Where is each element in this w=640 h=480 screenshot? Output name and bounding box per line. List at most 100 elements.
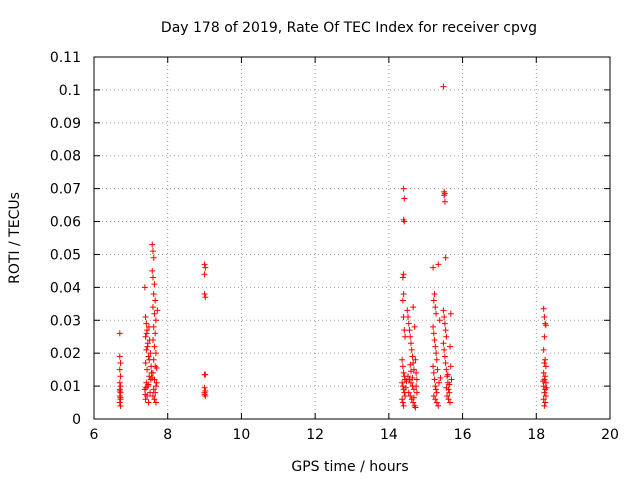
data-point [150, 254, 157, 261]
x-tick-label: 14 [380, 427, 398, 443]
data-point [431, 376, 438, 383]
data-point [153, 364, 160, 371]
data-point [202, 294, 209, 301]
data-point [405, 373, 412, 380]
data-point [202, 264, 209, 271]
data-point [150, 386, 157, 393]
data-point [201, 290, 208, 297]
data-point [412, 404, 419, 411]
x-tick-label: 8 [163, 427, 172, 443]
data-point [153, 379, 160, 386]
data-point [430, 297, 437, 304]
data-point [440, 83, 447, 90]
data-point [542, 392, 549, 399]
data-point [116, 366, 123, 373]
y-tick-label: 0.02 [50, 346, 81, 362]
data-point [202, 371, 209, 378]
data-point [202, 392, 209, 399]
x-axis-label: GPS time / hours [291, 459, 408, 475]
data-point [433, 399, 440, 406]
data-point [142, 333, 149, 340]
data-point [404, 307, 411, 314]
data-point [152, 389, 159, 396]
data-point [116, 388, 123, 395]
data-point [430, 264, 437, 271]
data-point [144, 343, 151, 350]
y-tick-label: 0.06 [50, 215, 81, 231]
axis-ticks [93, 56, 611, 420]
data-point [407, 340, 414, 347]
data-point [401, 195, 408, 202]
data-point [431, 337, 438, 344]
data-point [542, 399, 549, 406]
data-point [145, 381, 152, 388]
data-point [117, 402, 124, 409]
data-point [406, 327, 413, 334]
data-point [405, 313, 412, 320]
data-point [150, 290, 157, 297]
x-tick-label: 6 [90, 427, 99, 443]
data-point [400, 369, 407, 376]
data-point [433, 389, 440, 396]
data-point [201, 271, 208, 278]
y-tick-label: 0.09 [50, 116, 81, 132]
data-point [407, 368, 414, 375]
data-point [407, 392, 414, 399]
data-point [540, 369, 547, 376]
data-point [402, 384, 409, 391]
data-point [117, 383, 124, 390]
data-point [141, 284, 148, 291]
data-point [541, 360, 548, 367]
data-point [431, 290, 438, 297]
data-point [440, 340, 447, 347]
data-point [149, 267, 156, 274]
data-point [402, 392, 409, 399]
data-point [152, 383, 159, 390]
data-point [430, 363, 437, 370]
data-point [151, 396, 158, 403]
data-point [443, 366, 450, 373]
data-point [399, 274, 406, 281]
data-point [154, 307, 161, 314]
data-point [152, 399, 159, 406]
data-point [447, 343, 454, 350]
data-point [543, 384, 550, 391]
data-point [116, 330, 123, 337]
data-point [152, 317, 159, 324]
data-point [541, 389, 548, 396]
data-point [142, 391, 149, 398]
data-point [542, 322, 549, 329]
data-point [149, 392, 156, 399]
x-tick-label: 12 [306, 427, 324, 443]
data-point [442, 327, 449, 334]
x-tick-label: 16 [454, 427, 472, 443]
data-point [446, 389, 453, 396]
data-point [445, 396, 452, 403]
data-point [145, 399, 152, 406]
data-point [150, 323, 157, 330]
data-point [432, 383, 439, 390]
data-point [400, 216, 407, 223]
x-tick-label: 20 [601, 427, 619, 443]
data-point [399, 363, 406, 370]
data-point [408, 346, 415, 353]
data-point [435, 261, 442, 268]
data-point [117, 394, 124, 401]
data-point [150, 356, 157, 363]
data-point [434, 366, 441, 373]
data-point [151, 281, 158, 288]
data-point [410, 304, 417, 311]
y-tick-label: 0.05 [50, 247, 81, 263]
data-point [447, 399, 454, 406]
data-point [433, 310, 440, 317]
data-point [116, 353, 123, 360]
data-point [432, 343, 439, 350]
data-point [149, 369, 156, 376]
data-point [149, 374, 156, 381]
data-point [412, 356, 419, 363]
data-point [152, 330, 159, 337]
data-point [446, 381, 453, 388]
data-point [152, 297, 159, 304]
data-point [430, 323, 437, 330]
